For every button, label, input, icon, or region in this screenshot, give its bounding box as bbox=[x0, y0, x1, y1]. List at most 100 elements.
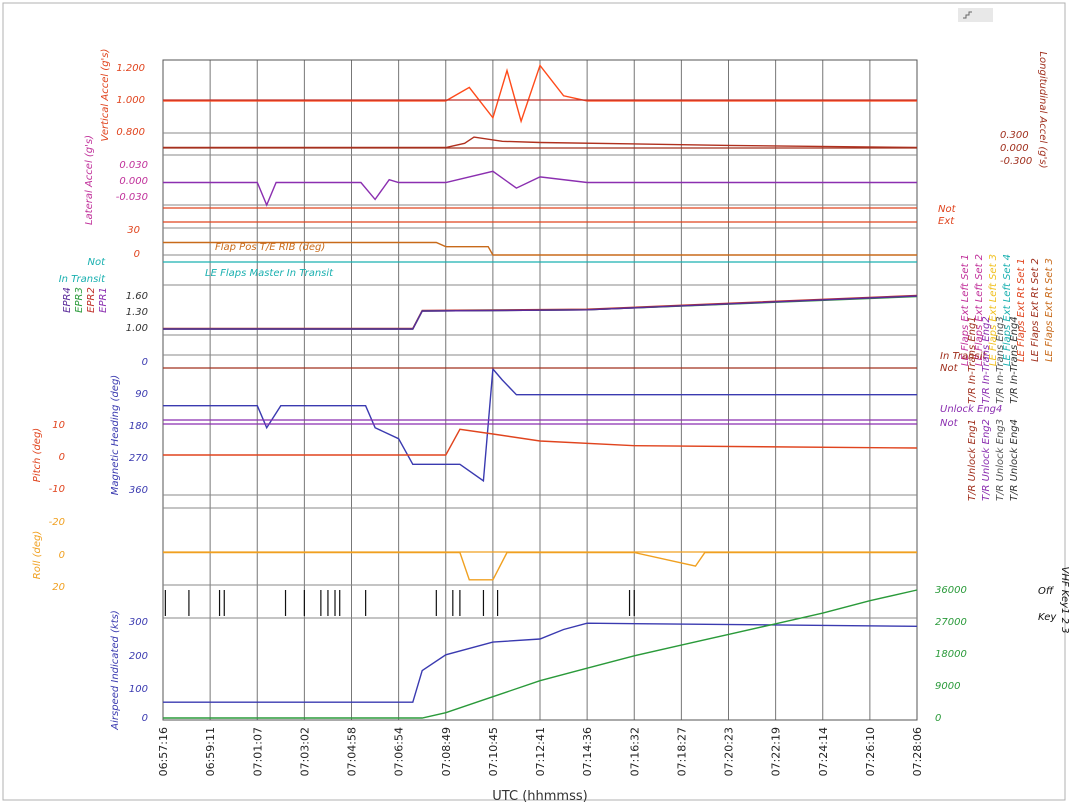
legend-label: LE Flaps Ext Rt Set 3 bbox=[1044, 258, 1055, 362]
series-line bbox=[163, 589, 918, 719]
y-tick-label: In Transit bbox=[59, 274, 106, 285]
legend-label: T/R Unlock Eng1 bbox=[967, 419, 978, 501]
y-axis-label: EPR2 bbox=[86, 287, 97, 313]
y-axis-label: Magnetic Heading (deg) bbox=[110, 375, 121, 495]
x-tick-label: 07:22:19 bbox=[770, 727, 783, 776]
y-tick-label: 20 bbox=[52, 582, 65, 593]
legend-label: T/R In-Trans Eng4 bbox=[1009, 316, 1020, 403]
x-tick-label: 07:26:10 bbox=[864, 727, 877, 776]
y-tick-label: 0.000 bbox=[1000, 143, 1029, 154]
top-right-icon bbox=[958, 8, 993, 22]
y-tick-label: -10 bbox=[49, 484, 65, 495]
series-line bbox=[163, 428, 918, 456]
y-tick-label: Unlock Eng4 bbox=[940, 404, 1002, 415]
y-tick-label: -0.030 bbox=[116, 192, 148, 203]
y-axis-label: EPR3 bbox=[74, 287, 85, 313]
x-tick-label: 06:57:16 bbox=[157, 727, 170, 776]
x-tick-label: 07:18:27 bbox=[675, 727, 688, 776]
y-tick-label: Key bbox=[1038, 612, 1057, 623]
x-tick-label: 07:08:49 bbox=[440, 727, 453, 776]
y-tick-label: 180 bbox=[129, 421, 148, 432]
legend-label: T/R In-Trans Eng1 bbox=[967, 316, 978, 403]
y-tick-label: -0.300 bbox=[1000, 156, 1032, 167]
x-tick-label: 07:06:54 bbox=[393, 727, 406, 776]
y-tick-label: 270 bbox=[129, 453, 148, 464]
y-tick-label: 0 bbox=[142, 357, 148, 368]
y-tick-label: 1.60 bbox=[126, 291, 148, 302]
plot-frame bbox=[162, 59, 918, 721]
legend-label: T/R In-Trans Eng2 bbox=[981, 316, 992, 403]
series-line bbox=[163, 63, 917, 124]
x-tick-label: 07:20:23 bbox=[723, 727, 736, 776]
legend-label: LE Flaps Ext Rt Set 2 bbox=[1030, 258, 1041, 362]
y-tick-label: 0.300 bbox=[1000, 130, 1029, 141]
x-axis-label: UTC (hhmmss) bbox=[492, 789, 587, 804]
series-line bbox=[163, 622, 918, 703]
y-tick-label: Not bbox=[940, 363, 959, 374]
y-tick-label: 18000 bbox=[935, 649, 967, 660]
series-line bbox=[163, 295, 918, 330]
y-tick-label: 30 bbox=[127, 225, 140, 236]
x-tick-label: 07:10:45 bbox=[487, 727, 500, 776]
legend-label: LE Flaps Ext Left Set 3 bbox=[988, 254, 999, 366]
y-tick-label: 27000 bbox=[935, 617, 967, 628]
series-layer bbox=[163, 63, 918, 719]
y-tick-label: 1.00 bbox=[126, 323, 148, 334]
x-tick-label: 07:03:02 bbox=[298, 727, 311, 776]
legend-label: T/R Unlock Eng4 bbox=[1009, 419, 1020, 501]
annotation-label: Flap Pos T/E RIB (deg) bbox=[215, 242, 325, 253]
series-line bbox=[163, 241, 917, 256]
x-tick-label: 07:14:36 bbox=[581, 727, 594, 776]
y-tick-label: 1.200 bbox=[116, 63, 145, 74]
y-tick-label: 90 bbox=[135, 389, 148, 400]
y-tick-label: Off bbox=[1038, 586, 1055, 597]
legend-label: LE Flaps Ext Left Set 2 bbox=[974, 254, 985, 366]
series-line bbox=[163, 170, 917, 207]
y-tick-label: 300 bbox=[129, 617, 148, 628]
y-tick-label: Not bbox=[938, 204, 957, 215]
y-tick-label: 0.000 bbox=[119, 176, 148, 187]
x-tick-label: 07:28:06 bbox=[911, 727, 924, 776]
y-tick-label: -20 bbox=[49, 517, 65, 528]
y-tick-label: 100 bbox=[129, 684, 148, 695]
y-tick-label: 360 bbox=[129, 485, 148, 496]
y-tick-label: 36000 bbox=[935, 585, 967, 596]
y-axis-label: Longitudinal Accel (g's) bbox=[1037, 51, 1048, 168]
legend-label: T/R Unlock Eng2 bbox=[981, 419, 992, 501]
x-tick-label: 07:24:14 bbox=[817, 727, 830, 776]
y-tick-label: 200 bbox=[129, 651, 148, 662]
y-axis-label: Pitch (deg) bbox=[32, 428, 43, 482]
legend-label: LE Flaps Ext Left Set 1 bbox=[960, 254, 971, 366]
x-tick-label: 07:04:58 bbox=[346, 727, 359, 776]
y-tick-label: 9000 bbox=[935, 681, 960, 692]
annotation-label: LE Flaps Master In Transit bbox=[205, 268, 334, 279]
y-tick-label: 1.000 bbox=[116, 95, 145, 106]
x-axis: 06:57:16 06:59:11 07:01:07 07:03:02 07:04:58… bbox=[157, 727, 924, 776]
y-tick-label: 0 bbox=[935, 713, 941, 724]
legend-label: T/R Unlock Eng3 bbox=[995, 419, 1006, 501]
legend-label: LE Flaps Ext Left Set 4 bbox=[1002, 254, 1013, 366]
y-tick-label: 0 bbox=[59, 452, 65, 463]
y-tick-label: Not bbox=[940, 418, 959, 429]
y-tick-label: 0.030 bbox=[119, 160, 148, 171]
x-tick-label: 06:59:11 bbox=[204, 727, 217, 776]
y-axis-label: EPR4 bbox=[62, 287, 73, 313]
y-axis-label: EPR1 bbox=[98, 287, 109, 313]
y-tick-label: 10 bbox=[52, 420, 65, 431]
y-tick-label: 0.800 bbox=[116, 127, 145, 138]
x-tick-label: 07:16:32 bbox=[628, 727, 641, 776]
legend-label: LE Flaps Ext Rt Set 1 bbox=[1016, 258, 1027, 362]
y-axis-label: Lateral Accel (g's) bbox=[84, 135, 95, 225]
y-tick-label: 0 bbox=[134, 249, 140, 260]
y-tick-label: 0 bbox=[142, 713, 148, 724]
legend-label: VHF Key1 2 3 bbox=[1059, 566, 1070, 633]
y-tick-label: Ext bbox=[938, 216, 955, 227]
x-tick-label: 07:12:41 bbox=[534, 727, 547, 776]
y-tick-label: 1.30 bbox=[126, 307, 148, 318]
y-tick-label: Not bbox=[87, 257, 106, 268]
legend-label: T/R In-Trans Eng3 bbox=[995, 316, 1006, 403]
